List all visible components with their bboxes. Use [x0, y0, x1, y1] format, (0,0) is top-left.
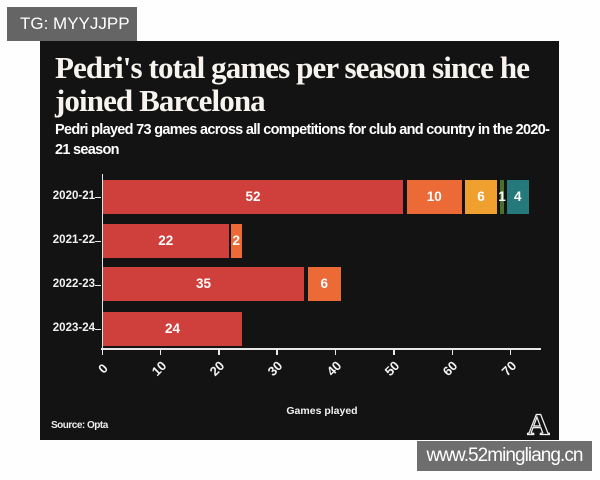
svg-text:A: A — [527, 408, 550, 439]
